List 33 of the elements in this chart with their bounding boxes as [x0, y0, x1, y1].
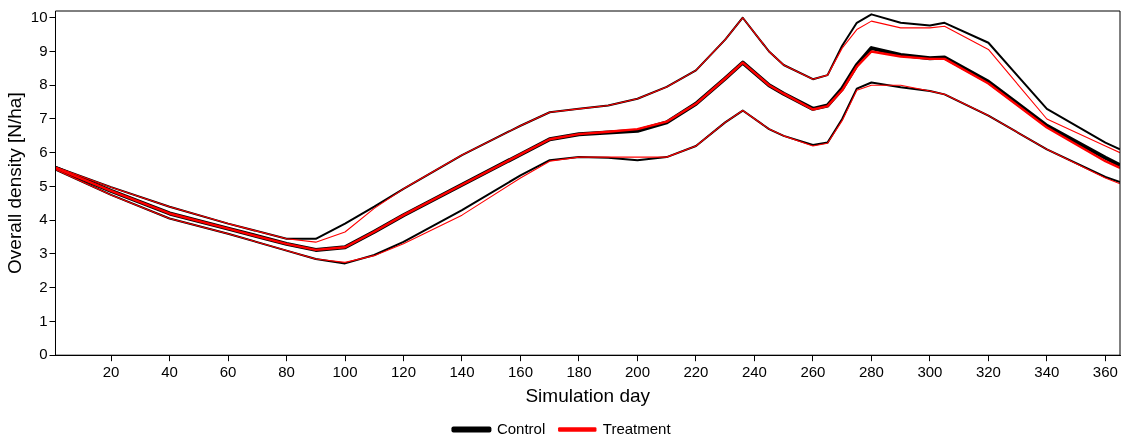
x-tick-label: 180 — [566, 363, 592, 381]
x-tick-label: 260 — [800, 363, 826, 381]
y-tick-label: 9 — [39, 41, 48, 59]
y-tick-label: 4 — [39, 210, 48, 228]
y-tick-label: 1 — [39, 311, 48, 329]
y-tick-label: 5 — [39, 176, 48, 194]
y-tick-label: 10 — [30, 7, 48, 25]
x-tick-label: 200 — [624, 363, 650, 381]
x-tick-label: 120 — [390, 363, 417, 381]
x-tick-label: 280 — [858, 363, 884, 381]
legend-label: Treatment — [602, 419, 672, 437]
y-axis-title: Overall density [N/ha] — [3, 92, 25, 274]
x-tick-label: 360 — [1092, 363, 1118, 381]
x-tick-label: 20 — [102, 363, 120, 381]
y-tick-label: 8 — [39, 75, 48, 93]
y-tick-label: 2 — [39, 277, 48, 295]
y-tick-label: 6 — [39, 142, 48, 160]
x-tick-label: 80 — [278, 363, 295, 381]
y-tick-label: 3 — [39, 244, 48, 262]
y-tick-label: 0 — [39, 345, 48, 363]
x-tick-label: 300 — [917, 363, 943, 381]
x-tick-label: 140 — [449, 363, 475, 381]
x-tick-label: 220 — [683, 363, 709, 381]
x-axis-title: Simulation day — [525, 384, 651, 406]
x-tick-label: 40 — [161, 363, 178, 381]
x-tick-label: 160 — [507, 363, 533, 381]
legend-label: Control — [496, 419, 546, 437]
x-tick-label: 60 — [219, 363, 237, 381]
x-tick-label: 340 — [1034, 363, 1060, 381]
x-tick-label: 100 — [332, 363, 358, 381]
x-tick-label: 320 — [975, 363, 1001, 381]
y-tick-label: 7 — [39, 109, 48, 127]
x-tick-label: 240 — [741, 363, 767, 381]
